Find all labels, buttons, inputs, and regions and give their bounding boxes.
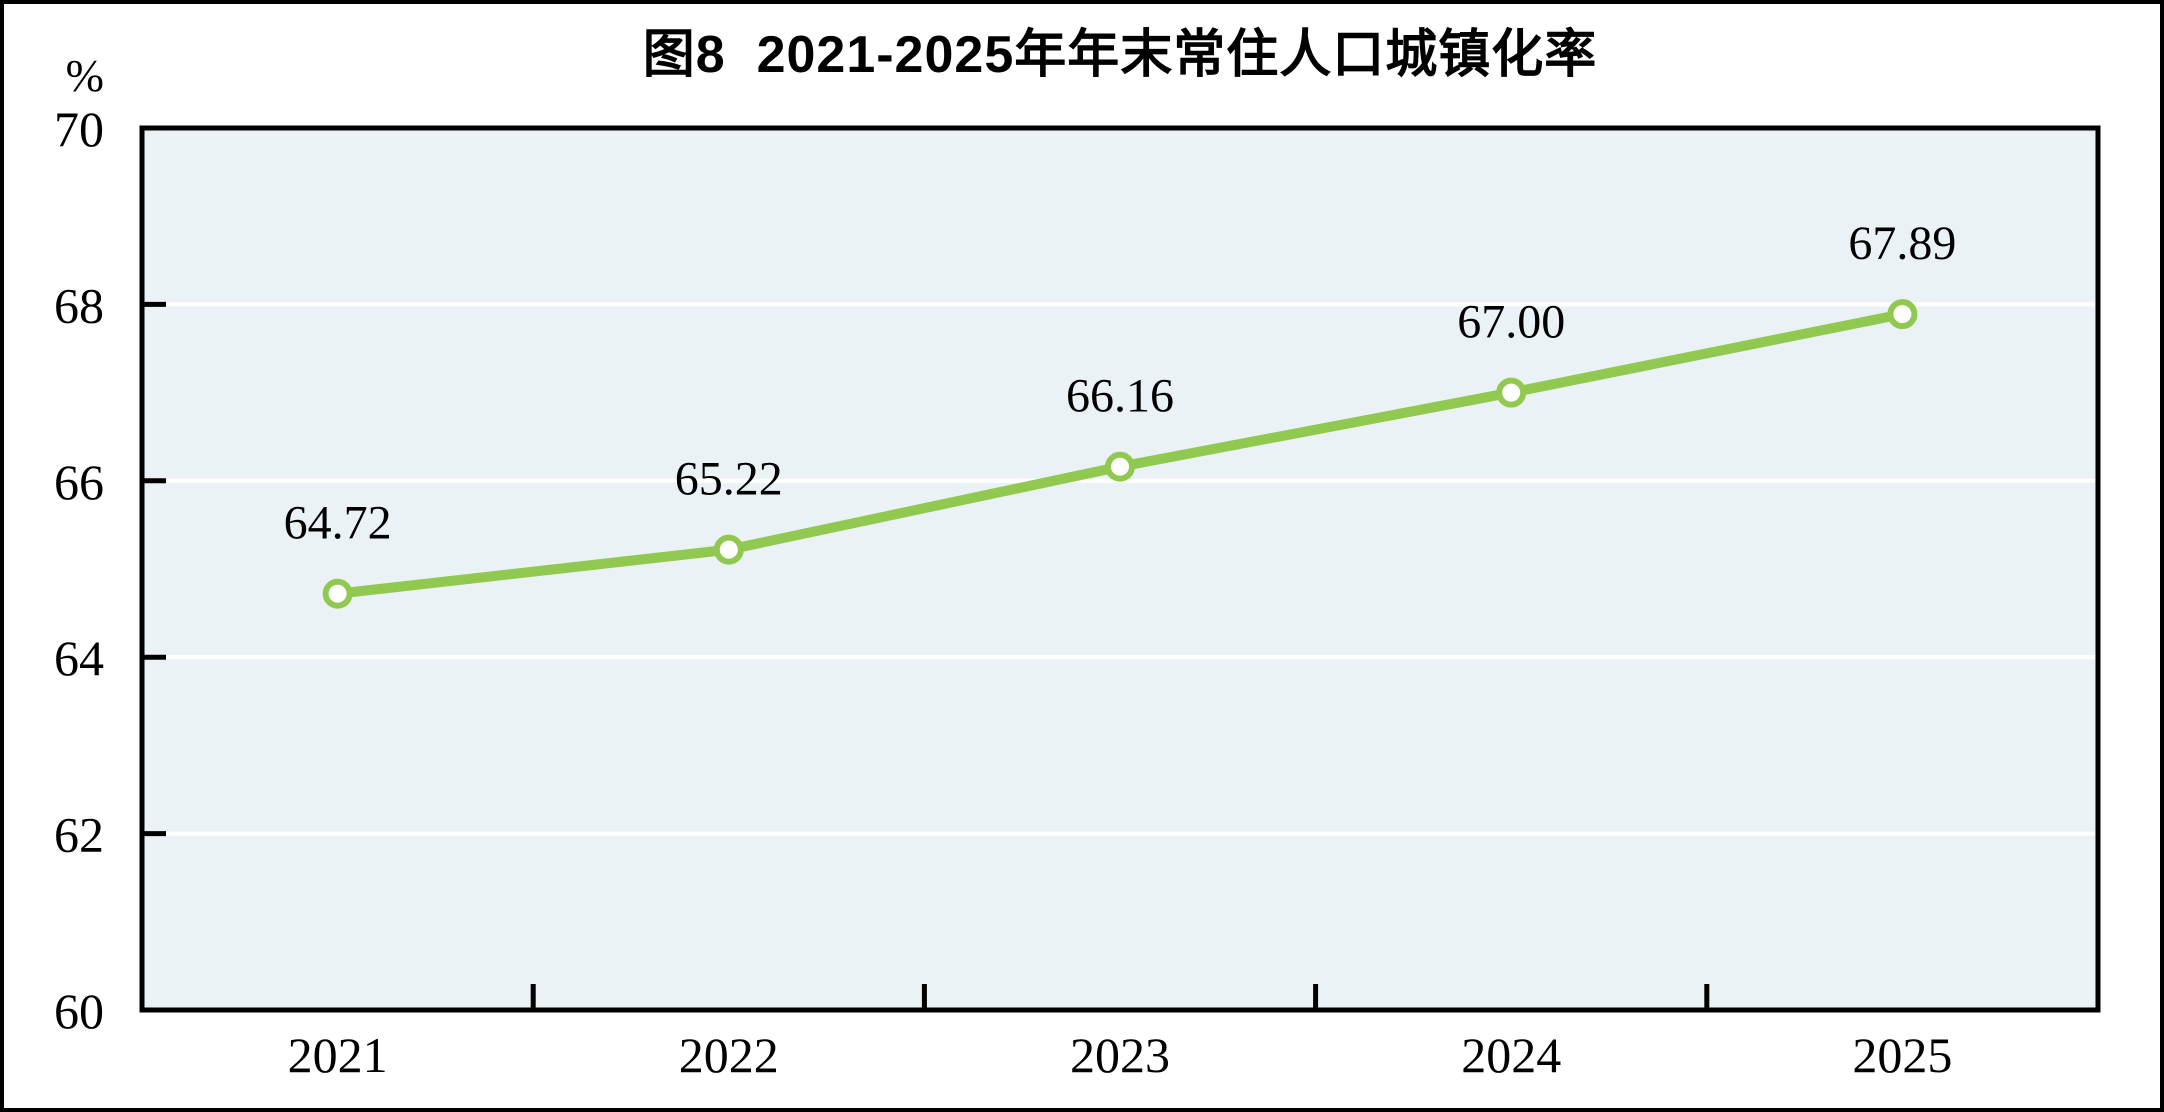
x-tick-label: 2024: [1461, 1027, 1561, 1083]
data-point-marker: [1105, 451, 1135, 482]
data-point-label: 65.22: [675, 453, 783, 506]
x-tick-label: 2021: [288, 1027, 388, 1083]
data-point-label: 67.89: [1848, 217, 1956, 270]
data-point-marker: [1496, 377, 1527, 408]
y-tick-label: 66: [54, 454, 104, 510]
y-tick-label: 68: [54, 277, 104, 333]
data-point-label: 67.00: [1457, 296, 1565, 349]
chart-title: 图8 2021-2025年年末常住人口城镇化率: [642, 26, 1598, 84]
y-tick-label: 70: [54, 101, 104, 157]
x-tick-label: 2022: [679, 1027, 779, 1083]
data-point-marker: [1887, 299, 1918, 330]
x-tick-label: 2023: [1070, 1027, 1170, 1083]
data-point-label: 64.72: [284, 497, 392, 550]
data-point-label: 66.16: [1066, 370, 1174, 423]
y-axis-unit-label: %: [65, 50, 104, 101]
y-tick-label: 60: [54, 983, 104, 1039]
y-tick-label: 62: [54, 807, 104, 863]
data-point-marker: [713, 534, 744, 565]
data-point-marker: [322, 578, 353, 609]
plot-area: [139, 125, 2101, 1013]
x-tick-label: 2025: [1852, 1027, 1952, 1083]
y-tick-label: 64: [54, 630, 104, 686]
